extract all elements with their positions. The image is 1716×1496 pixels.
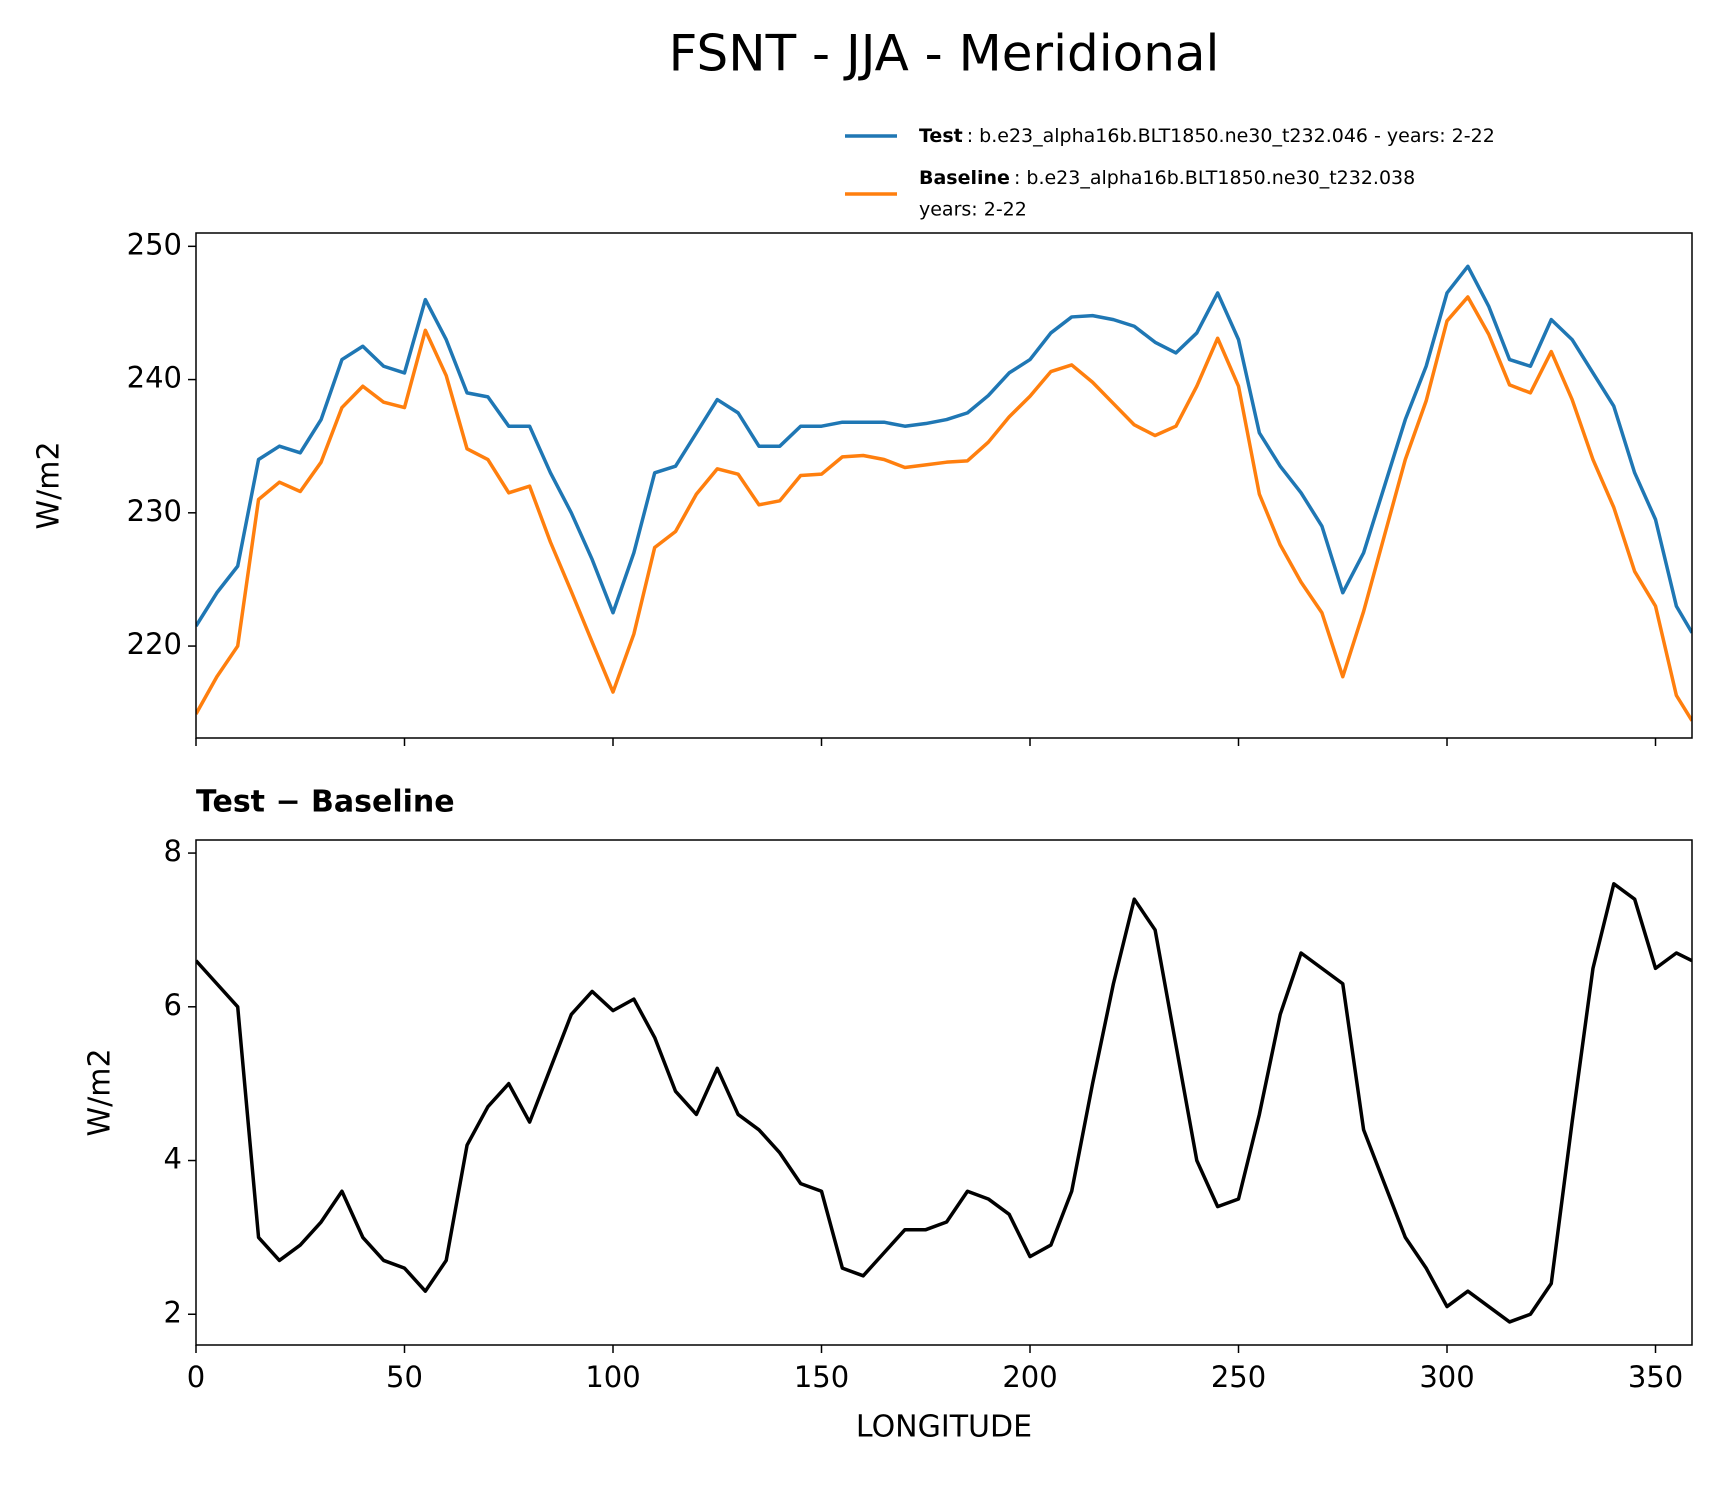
x-tick-label: 0 [187, 1360, 205, 1394]
legend-label: Test: b.e23_alpha16b.BLT1850.ne30_t232.0… [919, 125, 1495, 147]
axes-frame [195, 232, 1693, 739]
y-tick-label: 2 [164, 1295, 182, 1329]
y-axis-label: W/m2 [83, 1048, 118, 1136]
y-tick-label: 240 [127, 361, 182, 395]
legend-description: years: 2-22 [919, 199, 1027, 221]
axes-frame [195, 839, 1693, 1346]
x-tick-label: 200 [1002, 1360, 1057, 1394]
x-tick-label: 50 [386, 1360, 423, 1394]
y-tick-label: 4 [164, 1142, 182, 1176]
x-tick-label: 250 [1211, 1360, 1266, 1394]
legend-description: : b.e23_alpha16b.BLT1850.ne30_t232.038 [1014, 167, 1415, 189]
legend-label: Baseline: b.e23_alpha16b.BLT1850.ne30_t2… [919, 167, 1415, 189]
chart-title: FSNT - JJA - Meridional [669, 25, 1220, 83]
y-tick-label: 230 [127, 494, 182, 528]
plot-area [196, 882, 1692, 1324]
x-tick-label: 150 [794, 1360, 849, 1394]
y-tick-label: 8 [164, 834, 182, 868]
x-tick-label: 350 [1628, 1360, 1683, 1394]
y-axis-label: W/m2 [32, 441, 67, 529]
x-tick-label: 100 [585, 1360, 640, 1394]
y-tick-label: 220 [127, 627, 182, 661]
series-line [196, 295, 1692, 722]
legend-description: : b.e23_alpha16b.BLT1850.ne30_t232.046 -… [967, 125, 1495, 147]
x-axis-label: LONGITUDE [856, 1410, 1032, 1445]
y-tick-label: 6 [164, 988, 182, 1022]
x-tick-label: 300 [1419, 1360, 1474, 1394]
series-line [196, 882, 1692, 1324]
plot-area [196, 264, 1692, 722]
series-line [196, 264, 1692, 634]
legend-name: Test [919, 125, 963, 147]
y-tick-label: 250 [127, 227, 182, 261]
subplot-title: Test − Baseline [196, 785, 455, 820]
legend-name: Baseline [919, 167, 1010, 189]
